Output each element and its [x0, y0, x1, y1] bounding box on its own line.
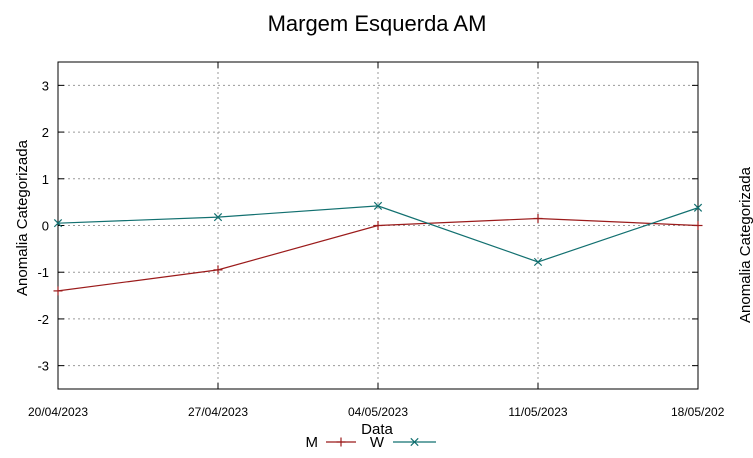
data-point-M: [373, 221, 383, 230]
data-point-W: [693, 203, 703, 212]
right-y-axis-label: Anomalia Categorizada: [737, 166, 753, 323]
x-tick-label: 11/05/2023: [508, 405, 567, 419]
y-tick-label: -1: [37, 265, 49, 280]
data-point-M: [693, 221, 703, 230]
data-point-W: [533, 257, 543, 267]
data-point-W: [373, 201, 383, 211]
x-axis-label: Data: [361, 421, 393, 438]
data-point-M: [213, 265, 223, 275]
data-point-W: [213, 212, 223, 222]
legend-label-M: M: [306, 434, 319, 451]
x-tick-label: 18/05/202: [671, 405, 725, 419]
x-tick-label: 20/04/2023: [28, 405, 88, 419]
y-tick-label: -2: [37, 312, 49, 327]
series-layer: [53, 201, 703, 296]
x-axis: 20/04/2023 27/04/2023 04/05/2023 11/05/2023…: [28, 62, 725, 419]
x-tick-label: 04/05/2023: [348, 405, 408, 419]
x-tick-label: 27/04/2023: [188, 405, 248, 419]
data-point-W: [53, 219, 63, 228]
legend-marker-W: [410, 437, 419, 447]
legend-marker-M: [336, 437, 346, 447]
data-point-M: [533, 213, 543, 223]
y-axis-label: Anomalia Categorizada: [14, 139, 31, 296]
y-tick-label: 0: [42, 219, 49, 234]
legend-label-W: W: [370, 434, 385, 451]
y-tick-label: 1: [42, 172, 49, 187]
y-tick-label: -3: [37, 359, 49, 374]
y-tick-label: 2: [42, 125, 49, 140]
data-point-M: [53, 286, 63, 296]
chart-title: Margem Esquerda AM: [268, 11, 487, 36]
y-tick-label: 3: [42, 78, 49, 93]
